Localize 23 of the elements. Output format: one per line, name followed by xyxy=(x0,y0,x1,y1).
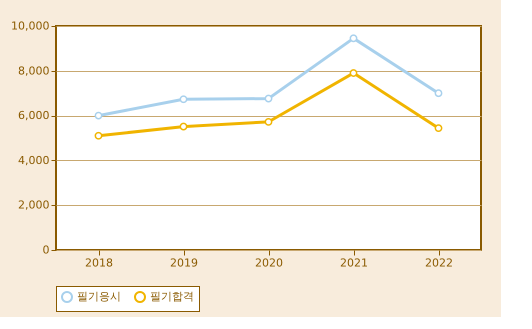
y-tick-label: 0 xyxy=(42,244,50,256)
point xyxy=(434,89,442,98)
point xyxy=(264,94,272,102)
x-tick-label: 2020 xyxy=(255,256,283,270)
legend-label: 필기합격 xyxy=(150,290,194,303)
point xyxy=(94,132,102,140)
legend-label: 필기응시 xyxy=(77,290,121,303)
y-tick-label: 4,000 xyxy=(18,154,50,167)
point xyxy=(94,112,102,120)
x-tick-label: 2018 xyxy=(85,256,113,270)
point xyxy=(264,118,272,126)
point xyxy=(180,122,188,130)
x-tick-label: 2021 xyxy=(340,256,368,270)
x-tick-label: 2022 xyxy=(425,256,453,270)
point xyxy=(180,95,188,104)
point xyxy=(350,34,358,42)
y-tick-label: 2,000 xyxy=(18,198,50,212)
point xyxy=(434,124,442,132)
y-tick-label: 6,000 xyxy=(18,109,50,122)
y-tick-label: 8,000 xyxy=(18,64,50,78)
y-tick-label: 10,000 xyxy=(11,20,50,32)
point xyxy=(350,69,358,77)
x-tick-label: 2019 xyxy=(170,256,198,270)
